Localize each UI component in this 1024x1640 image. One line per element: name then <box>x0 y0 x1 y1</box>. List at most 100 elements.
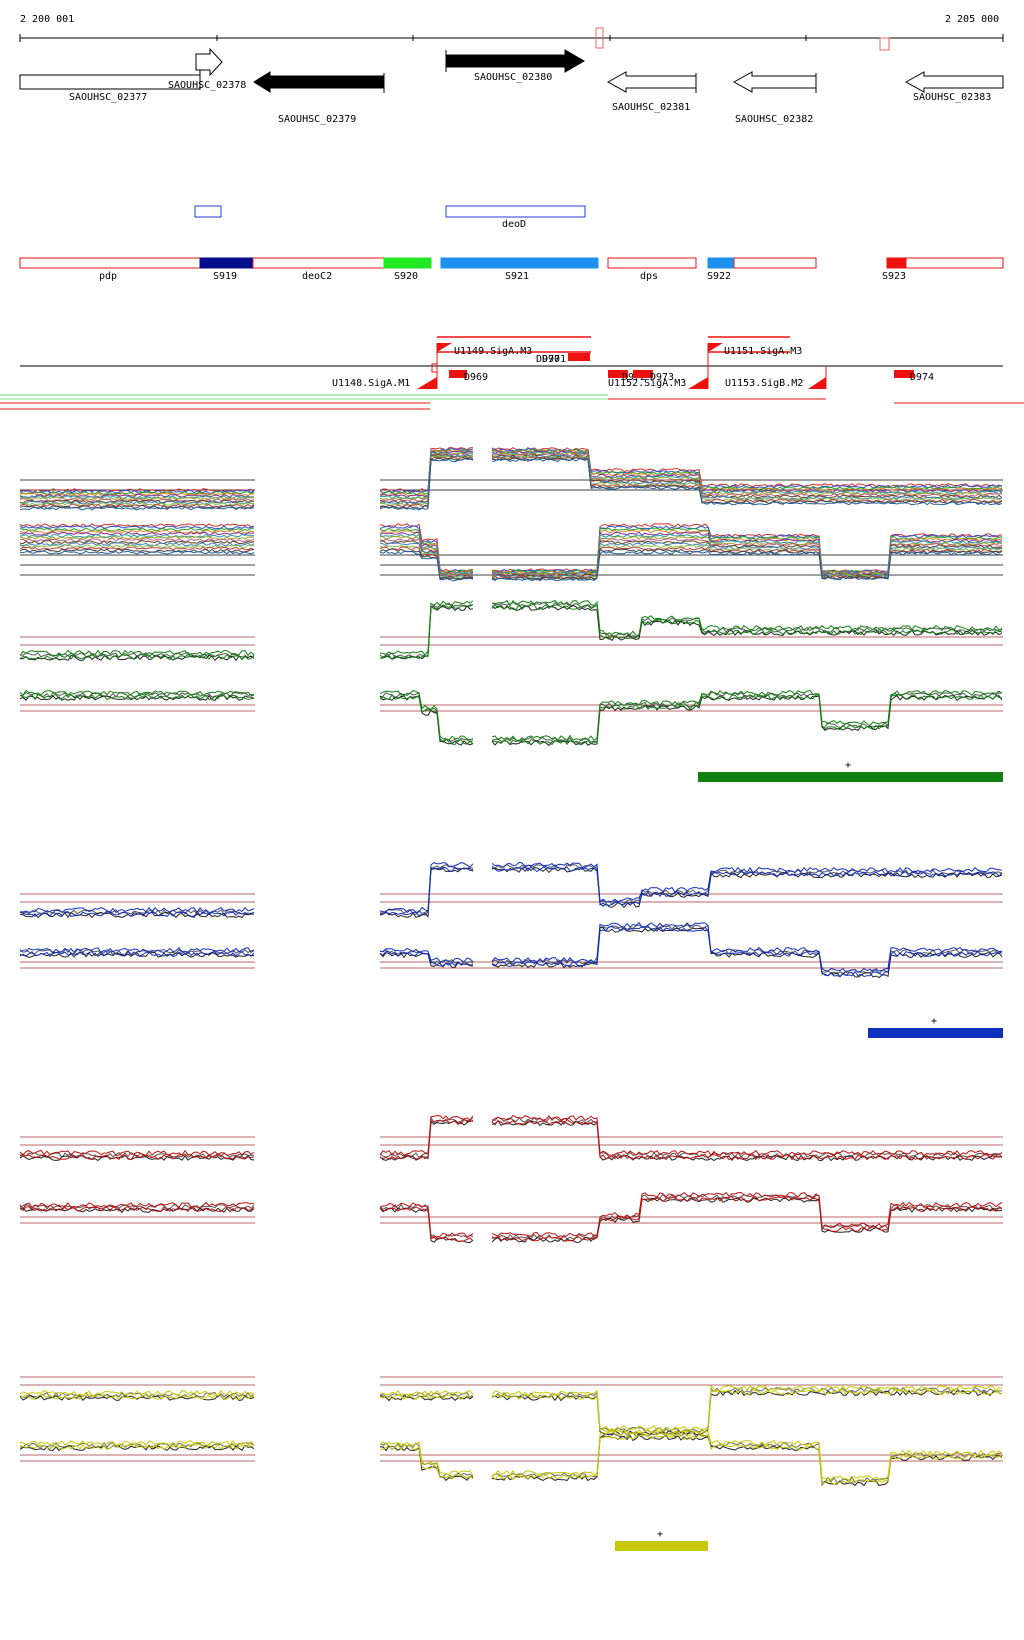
expression-trace <box>19 531 254 536</box>
expression-trace <box>491 1195 1003 1242</box>
expression-trace <box>19 546 255 551</box>
feature-label: deoD <box>502 219 526 230</box>
promoter-U1151[interactable]: U1151.SigA.M3 <box>707 343 802 366</box>
segment-label: S921 <box>505 271 529 282</box>
d-region-D971[interactable]: D971 <box>542 354 580 365</box>
expression-trace <box>491 544 1003 580</box>
segment-pdp[interactable]: pdp <box>19 257 201 282</box>
expression-trace <box>19 533 255 538</box>
expression-trace <box>379 605 474 660</box>
segment-S920[interactable]: S920 <box>383 257 432 282</box>
expression-trace <box>19 499 255 504</box>
segment-S922[interactable]: S922 <box>707 257 817 282</box>
d-label: D970 <box>536 354 560 365</box>
expression-trace <box>19 535 255 540</box>
expression-trace <box>491 861 1003 903</box>
gene-SAOUHSC_02383[interactable]: SAOUHSC_02383 <box>904 71 1004 103</box>
expression-trace <box>19 544 255 549</box>
coord-end: 2 205 000 <box>945 14 999 25</box>
promoter-U1153[interactable]: U1153.SigB.M2 <box>725 366 827 389</box>
expression-trace <box>491 1114 1003 1157</box>
d-region-D973[interactable]: D973 <box>633 370 674 383</box>
expression-trace <box>379 1441 474 1476</box>
condition-bar-yellow[interactable] <box>615 1541 708 1551</box>
expression-trace <box>19 1154 255 1162</box>
promoter-label: U1151.SigA.M3 <box>724 346 802 357</box>
feature-deoD[interactable] <box>445 205 586 218</box>
expression-trace <box>19 910 255 917</box>
expression-trace <box>379 691 474 743</box>
expression-trace <box>19 693 255 701</box>
condition-bar-blue[interactable] <box>868 1028 1003 1038</box>
expression-trace <box>379 600 474 656</box>
expression-trace <box>379 525 474 573</box>
expression-panel-blue <box>19 861 1003 979</box>
expression-trace <box>491 541 1003 579</box>
expression-trace <box>19 1207 255 1214</box>
d-region-D974[interactable]: D974 <box>894 370 934 383</box>
expression-trace <box>491 605 1003 642</box>
segment-S921[interactable]: S921 <box>440 257 599 282</box>
promoter-U1148[interactable]: U1148.SigA.M1 <box>332 363 438 389</box>
condition-marker: + <box>931 1016 937 1027</box>
d-label: D969 <box>464 372 488 383</box>
expression-panel-red <box>19 1114 1003 1244</box>
promoter-U1149[interactable]: U1149.SigA.M3 <box>436 343 532 366</box>
expression-trace <box>19 548 255 553</box>
expression-trace <box>379 542 474 579</box>
promoter-label: U1149.SigA.M3 <box>454 346 532 357</box>
segment-S923[interactable]: S923 <box>882 257 1004 282</box>
ruler-marker <box>595 27 604 49</box>
expression-trace <box>19 947 255 954</box>
gene-SAOUHSC_02382[interactable]: SAOUHSC_02382 <box>732 71 817 125</box>
expression-trace <box>491 1197 1003 1243</box>
expression-trace <box>491 603 1003 640</box>
d-region-D969[interactable]: D969 <box>449 370 488 383</box>
segment-dps[interactable]: dps <box>607 257 697 282</box>
expression-trace <box>379 1391 474 1399</box>
expression-trace <box>19 653 255 661</box>
segment-deoC2[interactable]: deoC2 <box>252 257 385 282</box>
d-label: D974 <box>910 372 934 383</box>
promoter-U1152[interactable]: U1152.SigA.M3 <box>608 366 709 389</box>
expression-panel-yellow <box>19 1376 1003 1487</box>
expression-trace <box>379 456 474 508</box>
expression-trace <box>19 1389 255 1397</box>
expression-trace <box>491 449 1003 492</box>
gene-SAOUHSC_02378[interactable]: SAOUHSC_02378 <box>168 47 246 91</box>
expression-trace <box>19 909 255 916</box>
gene-SAOUHSC_02380[interactable]: SAOUHSC_02380 <box>445 49 585 83</box>
segment-S919[interactable]: S919 <box>199 257 254 282</box>
expression-trace <box>491 1433 1003 1485</box>
d-label: D973 <box>650 372 674 383</box>
gene-SAOUHSC_02377[interactable]: SAOUHSC_02377 <box>19 74 201 103</box>
expression-trace <box>379 866 474 917</box>
gene-SAOUHSC_02379[interactable]: SAOUHSC_02379 <box>253 71 385 125</box>
segment-label: S922 <box>707 271 731 282</box>
expression-trace <box>379 1394 474 1402</box>
expression-trace <box>19 1149 255 1157</box>
expression-trace <box>19 495 255 500</box>
expression-trace <box>491 550 1003 582</box>
expression-trace <box>379 451 474 500</box>
expression-trace <box>379 550 474 582</box>
segment-label: S920 <box>394 271 418 282</box>
feature-box[interactable] <box>194 205 222 218</box>
gene-label: SAOUHSC_02381 <box>612 102 690 113</box>
segment-label: S923 <box>882 271 906 282</box>
expression-trace <box>379 1116 474 1159</box>
expression-trace <box>491 1434 1003 1487</box>
expression-trace <box>19 550 255 555</box>
gene-SAOUHSC_02381[interactable]: SAOUHSC_02381 <box>606 71 697 113</box>
expression-trace <box>491 1388 1002 1436</box>
condition-bar-green[interactable] <box>698 772 1003 782</box>
expression-trace <box>491 1116 1003 1159</box>
segment-label: S919 <box>213 271 237 282</box>
expression-trace <box>19 1394 255 1402</box>
feature-track: deoD <box>194 205 586 230</box>
expression-trace <box>491 599 1002 637</box>
expression-trace <box>491 447 1003 488</box>
expression-trace <box>379 862 474 914</box>
expression-trace <box>379 1443 474 1480</box>
